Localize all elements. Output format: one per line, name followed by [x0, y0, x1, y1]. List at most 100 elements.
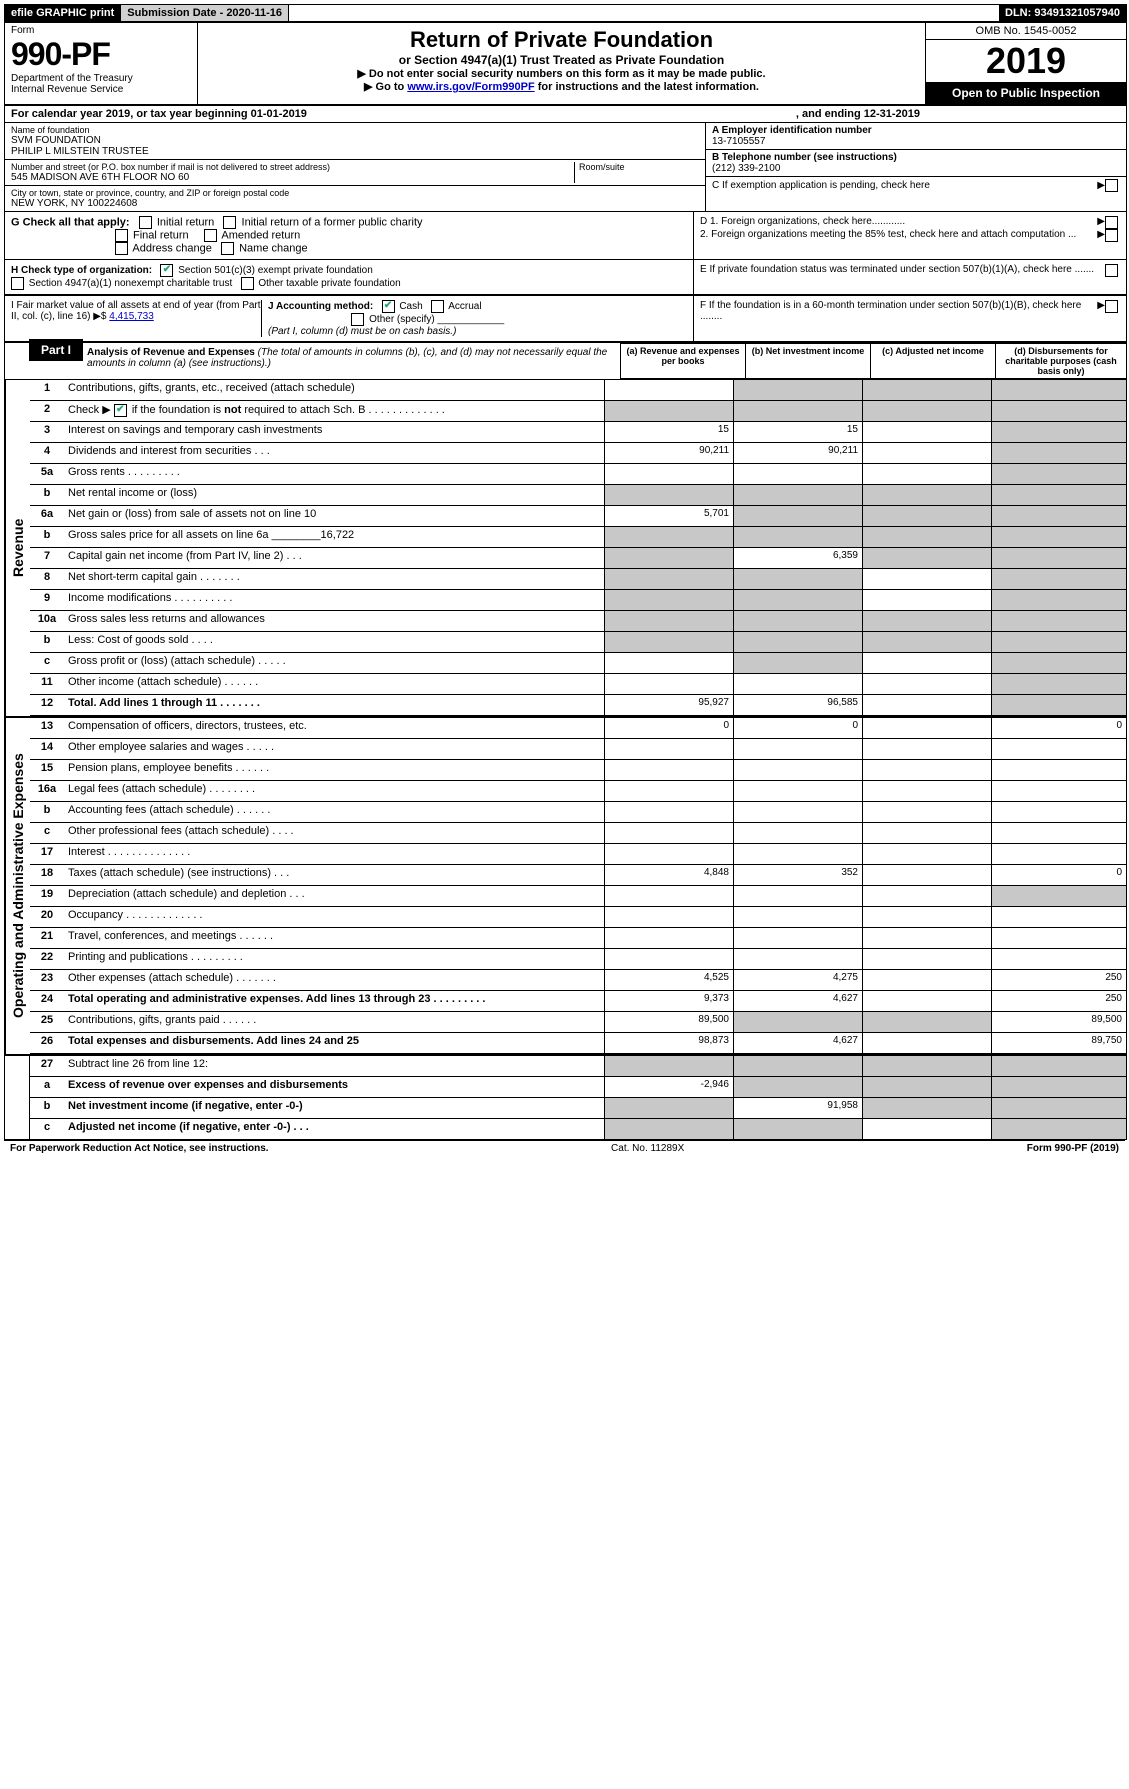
r2-chk[interactable]: ✔: [114, 404, 127, 417]
f-chk[interactable]: [1105, 300, 1118, 313]
bottom-grid: 27Subtract line 26 from line 12: aExcess…: [5, 1054, 1126, 1139]
tax-year: 2019: [926, 40, 1126, 82]
row-2: 2Check ▶ ✔ if the foundation is not requ…: [30, 401, 1126, 422]
footer: For Paperwork Reduction Act Notice, see …: [4, 1140, 1125, 1156]
phone: (212) 339-2100: [712, 163, 780, 174]
dln: DLN: 93491321057940: [999, 5, 1126, 21]
footer-left: For Paperwork Reduction Act Notice, see …: [10, 1143, 269, 1154]
g-addr-chk[interactable]: [115, 242, 128, 255]
j-accrual-chk[interactable]: [431, 300, 444, 313]
h-501c3-chk[interactable]: ✔: [160, 264, 173, 277]
g-amended: Amended return: [221, 229, 300, 241]
form-container: efile GRAPHIC print Submission Date - 20…: [4, 4, 1127, 1140]
col-a-hdr: (a) Revenue and expenses per books: [620, 343, 745, 379]
j-note: (Part I, column (d) must be on cash basi…: [268, 326, 456, 337]
open-public: Open to Public Inspection: [926, 82, 1126, 104]
row-23: 23Other expenses (attach schedule) . . .…: [30, 970, 1126, 991]
row-16c: cOther professional fees (attach schedul…: [30, 823, 1126, 844]
calyear-begin: For calendar year 2019, or tax year begi…: [11, 108, 307, 120]
ein: 13-7105557: [712, 136, 765, 147]
d2-chk[interactable]: [1105, 229, 1118, 242]
g-label: G Check all that apply:: [11, 216, 130, 228]
ssn-warning: ▶ Do not enter social security numbers o…: [202, 67, 921, 80]
part1-label: Part I: [29, 339, 83, 361]
row-4: 4Dividends and interest from securities …: [30, 443, 1126, 464]
col-d-hdr: (d) Disbursements for charitable purpose…: [995, 343, 1126, 379]
city-box: City or town, state or province, country…: [5, 186, 705, 211]
footer-right: Form 990-PF (2019): [1027, 1143, 1119, 1154]
e-section: E If private foundation status was termi…: [693, 260, 1126, 294]
g-final: Final return: [133, 229, 189, 241]
h-4947-chk[interactable]: [11, 277, 24, 290]
row-18: 18Taxes (attach schedule) (see instructi…: [30, 865, 1126, 886]
col-c-hdr: (c) Adjusted net income: [870, 343, 995, 379]
row-10b: bLess: Cost of goods sold . . . .: [30, 632, 1126, 653]
col-b-hdr: (b) Net investment income: [745, 343, 870, 379]
g-initial-former-chk[interactable]: [223, 216, 236, 229]
f-section: F If the foundation is in a 60-month ter…: [693, 296, 1126, 341]
j-other: Other (specify): [369, 314, 435, 325]
expenses-rows: 13Compensation of officers, directors, t…: [30, 718, 1126, 1054]
row-24: 24Total operating and administrative exp…: [30, 991, 1126, 1012]
h-4947: Section 4947(a)(1) nonexempt charitable …: [29, 278, 232, 289]
city-label: City or town, state or province, country…: [11, 188, 699, 198]
g-amended-chk[interactable]: [204, 229, 217, 242]
row-25: 25Contributions, gifts, grants paid . . …: [30, 1012, 1126, 1033]
omb-no: OMB No. 1545-0052: [926, 23, 1126, 40]
d1-chk[interactable]: [1105, 216, 1118, 229]
g-name-chk[interactable]: [221, 242, 234, 255]
g-section: G Check all that apply: Initial return I…: [5, 212, 1126, 260]
phone-box: B Telephone number (see instructions) (2…: [706, 150, 1126, 177]
c-label: C If exemption application is pending, c…: [712, 180, 1097, 191]
ij-section: I Fair market value of all assets at end…: [5, 296, 1126, 343]
row-16b: bAccounting fees (attach schedule) . . .…: [30, 802, 1126, 823]
topbar: efile GRAPHIC print Submission Date - 20…: [5, 5, 1126, 23]
efile-btn[interactable]: efile GRAPHIC print: [5, 5, 121, 21]
instructions-link[interactable]: www.irs.gov/Form990PF: [407, 81, 534, 93]
header-right: OMB No. 1545-0052 2019 Open to Public In…: [925, 23, 1126, 104]
g-initial-chk[interactable]: [139, 216, 152, 229]
g-addr: Address change: [132, 242, 212, 254]
row-12: 12Total. Add lines 1 through 11 . . . . …: [30, 695, 1126, 716]
g-name: Name change: [239, 242, 308, 254]
row-6a: 6aNet gain or (loss) from sale of assets…: [30, 506, 1126, 527]
row-5a: 5aGross rents . . . . . . . . .: [30, 464, 1126, 485]
r2-post: if the foundation is not required to att…: [129, 404, 445, 416]
ein-label: A Employer identification number: [712, 125, 872, 136]
r2-pre: Check ▶: [68, 404, 114, 416]
address: 545 MADISON AVE 6TH FLOOR NO 60: [11, 172, 574, 183]
d2-label: 2. Foreign organizations meeting the 85%…: [700, 229, 1097, 242]
row-6b: bGross sales price for all assets on lin…: [30, 527, 1126, 548]
phone-label: B Telephone number (see instructions): [712, 152, 897, 163]
g-final-chk[interactable]: [115, 229, 128, 242]
form-subtitle: or Section 4947(a)(1) Trust Treated as P…: [202, 53, 921, 67]
i-value[interactable]: 4,415,733: [109, 311, 154, 322]
ident-left: Name of foundation SVM FOUNDATION PHILIP…: [5, 123, 705, 211]
d1-label: D 1. Foreign organizations, check here..…: [700, 216, 1097, 229]
j-cash-chk[interactable]: ✔: [382, 300, 395, 313]
row-10a: 10aGross sales less returns and allowanc…: [30, 611, 1126, 632]
row-7: 7Capital gain net income (from Part IV, …: [30, 548, 1126, 569]
ident-right: A Employer identification number 13-7105…: [705, 123, 1126, 211]
e-chk[interactable]: [1105, 264, 1118, 277]
h-section: H Check type of organization: ✔ Section …: [5, 260, 1126, 296]
e-label: E If private foundation status was termi…: [700, 264, 1105, 277]
j-other-chk[interactable]: [351, 313, 364, 326]
h-left: H Check type of organization: ✔ Section …: [5, 260, 693, 294]
part1-title: Analysis of Revenue and Expenses: [87, 347, 255, 358]
instructions-line: ▶ Go to www.irs.gov/Form990PF for instru…: [202, 80, 921, 93]
foundation-name-box: Name of foundation SVM FOUNDATION PHILIP…: [5, 123, 705, 160]
city: NEW YORK, NY 100224608: [11, 198, 699, 209]
row-14: 14Other employee salaries and wages . . …: [30, 739, 1126, 760]
address-box: Number and street (or P.O. box number if…: [5, 160, 705, 186]
row-16a: 16aLegal fees (attach schedule) . . . . …: [30, 781, 1126, 802]
row-1: 1Contributions, gifts, grants, etc., rec…: [30, 380, 1126, 401]
header-left: Form 990-PF Department of the Treasury I…: [5, 23, 198, 104]
form-title: Return of Private Foundation: [202, 27, 921, 53]
h-other-chk[interactable]: [241, 277, 254, 290]
expenses-grid: Operating and Administrative Expenses 13…: [5, 716, 1126, 1054]
revenue-grid: Revenue 1Contributions, gifts, grants, e…: [5, 380, 1126, 716]
g-initial-former: Initial return of a former public charit…: [242, 216, 423, 228]
j-accrual: Accrual: [448, 301, 481, 312]
c-checkbox[interactable]: [1105, 179, 1118, 192]
